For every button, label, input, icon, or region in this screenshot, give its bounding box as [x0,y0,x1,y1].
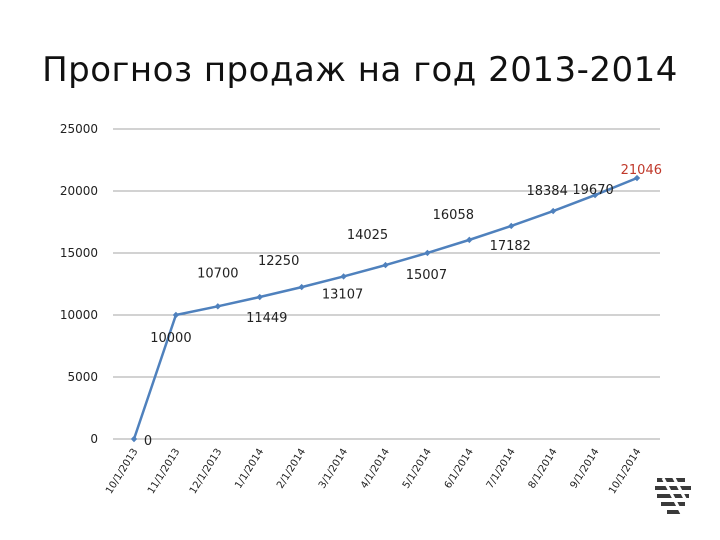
y-tick-label: 15000 [60,246,98,260]
x-tick-label: 12/1/2013 [188,447,225,496]
data-label: 10000 [150,331,191,346]
series-line [130,174,641,443]
y-tick-label: 0 [90,432,98,446]
chart-title: Прогноз продаж на год 2013-2014 [42,50,678,90]
data-point [382,261,389,269]
x-axis: 10/1/2013 11/1/2013 12/1/2013 1/1/2014 2/1/2… [104,447,644,496]
data-point [298,283,305,291]
data-point [591,191,599,199]
data-label: 18384 [526,184,567,199]
series-line-path [132,176,638,440]
data-label: 17182 [490,239,531,254]
x-tick-label: 9/1/2014 [568,447,601,491]
x-tick-label: 8/1/2014 [527,447,560,491]
data-label: 10700 [197,266,238,281]
data-point [633,174,641,182]
x-tick-label: 11/1/2013 [146,447,183,496]
y-tick-label: 25000 [60,122,98,136]
data-labels: 0 10000 10700 11449 12250 13107 14025 15007 1605… [144,163,662,449]
grid-lines [113,128,660,440]
striped-logo-icon [655,475,693,517]
x-tick-label: 10/1/2013 [104,447,141,496]
data-label: 15007 [406,268,447,283]
data-label: 12250 [258,254,299,269]
x-tick-label: 5/1/2014 [401,447,434,491]
x-tick-label: 10/1/2014 [607,447,644,496]
data-label: 21046 [621,163,662,178]
data-point [256,293,263,301]
x-tick-label: 3/1/2014 [317,447,350,491]
data-point [340,273,347,280]
x-tick-label: 4/1/2014 [359,447,392,491]
data-point [424,249,431,257]
data-point [466,236,473,244]
data-point [172,311,180,319]
y-tick-label: 5000 [67,370,98,384]
y-tick-label: 10000 [60,308,98,322]
data-label: 13107 [322,287,363,302]
data-point [214,303,222,310]
y-axis: 0 5000 10000 15000 20000 25000 [60,122,98,446]
data-label: 11449 [246,311,287,326]
data-point [130,435,138,443]
x-tick-label: 2/1/2014 [275,447,308,491]
data-label: 19670 [572,183,613,198]
x-tick-label: 6/1/2014 [443,447,476,491]
x-tick-label: 1/1/2014 [233,447,266,491]
data-point [508,222,515,230]
data-label: 16058 [433,208,474,223]
data-point [549,207,557,215]
x-tick-label: 7/1/2014 [485,447,518,491]
data-label: 0 [144,434,152,449]
y-tick-label: 20000 [60,184,98,198]
data-label: 14025 [347,228,388,243]
